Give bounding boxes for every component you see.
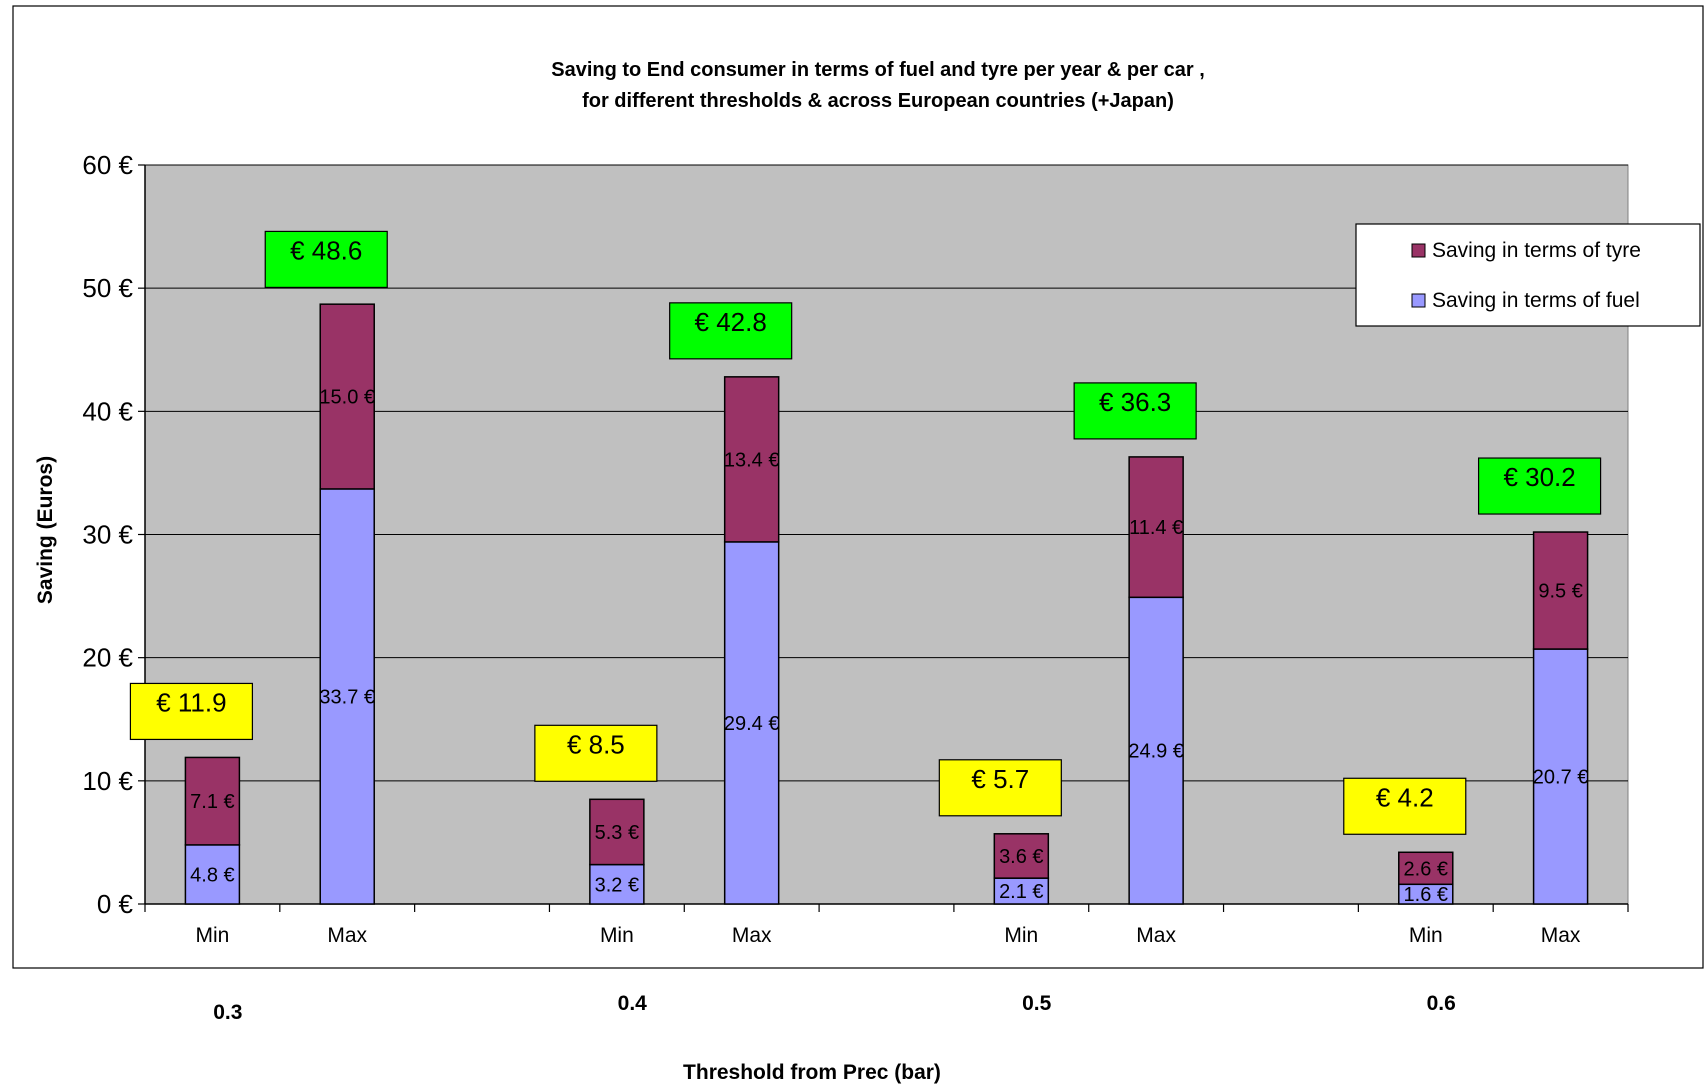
total-label: € 42.8	[695, 307, 767, 337]
x-tick-label: Min	[195, 924, 229, 947]
x-axis-label: Threshold from Prec (bar)	[683, 1061, 941, 1084]
data-label: 3.2 €	[595, 874, 639, 896]
group-label: 0.6	[1427, 992, 1456, 1015]
data-label: 13.4 €	[724, 449, 780, 471]
total-box	[938, 759, 1062, 817]
x-tick-label: Max	[1541, 924, 1581, 947]
total-label: € 4.2	[1376, 782, 1434, 812]
group-label: 0.4	[618, 992, 648, 1015]
bar-segment	[319, 303, 375, 490]
x-axis: Min Max Min Max Min Max Min Max	[144, 903, 1629, 947]
data-label: 24.9 €	[1128, 741, 1184, 763]
y-tick-label: 40 €	[82, 396, 133, 426]
total-box	[264, 230, 388, 289]
bar-segment	[589, 863, 645, 905]
data-label: 29.4 €	[724, 713, 780, 735]
total-label: € 48.6	[290, 235, 362, 265]
bar-segment	[184, 844, 241, 905]
total-box	[1343, 777, 1467, 835]
legend-label: Saving in terms of tyre	[1432, 239, 1641, 262]
data-label: 9.5 €	[1538, 581, 1582, 603]
bar-segment	[184, 756, 241, 846]
data-label: 2.1 €	[999, 881, 1043, 903]
total-box	[1073, 382, 1197, 440]
legend: Saving in terms of tyre Saving in terms o…	[1355, 223, 1701, 327]
bar-segment	[1398, 851, 1454, 886]
x-tick-label: Min	[1409, 924, 1443, 947]
group-labels: 0.3 0.4 0.5 0.6	[213, 992, 1456, 1024]
data-label: 5.3 €	[595, 822, 639, 844]
total-label: € 5.7	[971, 764, 1029, 794]
y-tick-label: 20 €	[82, 643, 133, 673]
x-tick-label: Max	[1136, 924, 1176, 947]
bar-segment	[1128, 456, 1184, 599]
total-box	[1477, 457, 1602, 515]
total-label: € 36.3	[1099, 387, 1171, 417]
group-label: 0.5	[1022, 992, 1052, 1015]
bar-segment	[723, 541, 780, 905]
total-boxes: € 11.9 € 48.6 € 8.5 € 42.8 € 5.7 € 36.3 € 4.2 €…	[129, 230, 1602, 835]
bar-segment	[993, 833, 1050, 879]
data-label: 1.6 €	[1404, 884, 1448, 906]
x-tick-label: Max	[732, 924, 772, 947]
bar-segment	[1532, 531, 1589, 650]
data-label: 7.1 €	[190, 791, 234, 813]
data-label: 11.4 €	[1129, 517, 1183, 539]
data-label: 3.6 €	[999, 846, 1043, 868]
total-label: € 30.2	[1503, 462, 1575, 492]
bar-segment	[723, 376, 780, 543]
y-axis: 0 € 10 € 20 € 30 € 40 € 50 € 60 €	[82, 150, 146, 919]
bar-segment	[319, 488, 375, 905]
bar-segment	[589, 798, 645, 866]
data-label: 33.7 €	[319, 686, 375, 708]
x-tick-label: Max	[327, 924, 367, 947]
y-tick-label: 50 €	[82, 273, 133, 303]
y-axis-label: Saving (Euros)	[34, 456, 57, 604]
y-tick-label: 30 €	[82, 520, 133, 550]
total-box	[129, 682, 254, 741]
legend-swatch	[1411, 243, 1426, 258]
y-tick-label: 0 €	[97, 889, 134, 919]
x-tick-label: Min	[600, 924, 634, 947]
data-labels: 4.8 € 7.1 € 33.7 € 15.0 € 3.2 € 5.3 € 29.4 € 13…	[190, 387, 1588, 907]
chart-title: Saving to End consumer in terms of fuel …	[551, 59, 1205, 81]
data-label: 15.0 €	[319, 387, 375, 409]
total-label: € 8.5	[567, 729, 625, 759]
total-box	[669, 302, 793, 360]
legend-swatch	[1411, 293, 1426, 308]
data-label: 4.8 €	[190, 864, 234, 886]
legend-label: Saving in terms of fuel	[1432, 289, 1640, 312]
total-label: € 11.9	[156, 687, 226, 717]
bar-segment	[1532, 648, 1589, 905]
data-label: 20.7 €	[1533, 767, 1589, 789]
chart-subtitle: for different thresholds & across Europe…	[582, 90, 1174, 112]
y-tick-label: 60 €	[82, 150, 133, 180]
y-tick-label: 10 €	[82, 766, 133, 796]
x-tick-label: Min	[1004, 924, 1038, 947]
bar-segment	[1128, 596, 1184, 905]
data-label: 2.6 €	[1404, 858, 1448, 880]
bars	[184, 303, 1589, 905]
total-box	[534, 724, 658, 782]
legend-box	[1355, 223, 1701, 327]
group-label: 0.3	[213, 1001, 242, 1024]
